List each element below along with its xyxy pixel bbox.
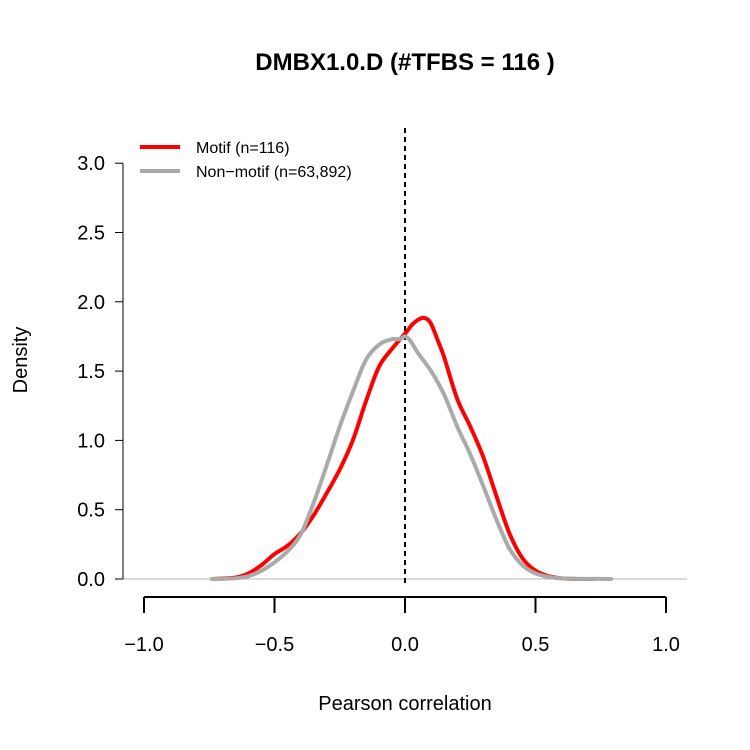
x-tick-label: 0.5 (522, 634, 550, 656)
legend-label-non-motif: Non−motif (n=63,892) (196, 164, 352, 181)
y-tick-label: 2.0 (77, 292, 105, 314)
y-tick-label: 0.0 (77, 569, 105, 591)
x-axis-label: Pearson correlation (318, 693, 491, 715)
plot-area: 0.0 0.5 1.0 1.5 2.0 2.5 3.0 −1.0 −0.5 0.0 0.5 1.0 Mo… (77, 128, 687, 656)
non-motif-density-line (209, 334, 614, 581)
x-tick-label: 1.0 (652, 634, 680, 656)
x-tick-label: −0.5 (255, 634, 294, 656)
legend-label-motif: Motif (n=116) (196, 140, 290, 157)
y-axis-label: Density (10, 327, 32, 394)
y-tick-label: 1.0 (77, 430, 105, 452)
x-tick-label: 0.0 (391, 634, 419, 656)
y-tick-label: 2.5 (77, 223, 105, 245)
x-tick-label: −1.0 (124, 634, 163, 656)
y-tick-label: 1.5 (77, 361, 105, 383)
y-tick-label: 0.5 (77, 500, 105, 522)
chart-title: DMBX1.0.D (#TFBS = 116 ) (255, 49, 554, 76)
y-tick-label: 3.0 (77, 153, 105, 175)
motif-density-line (209, 315, 595, 581)
